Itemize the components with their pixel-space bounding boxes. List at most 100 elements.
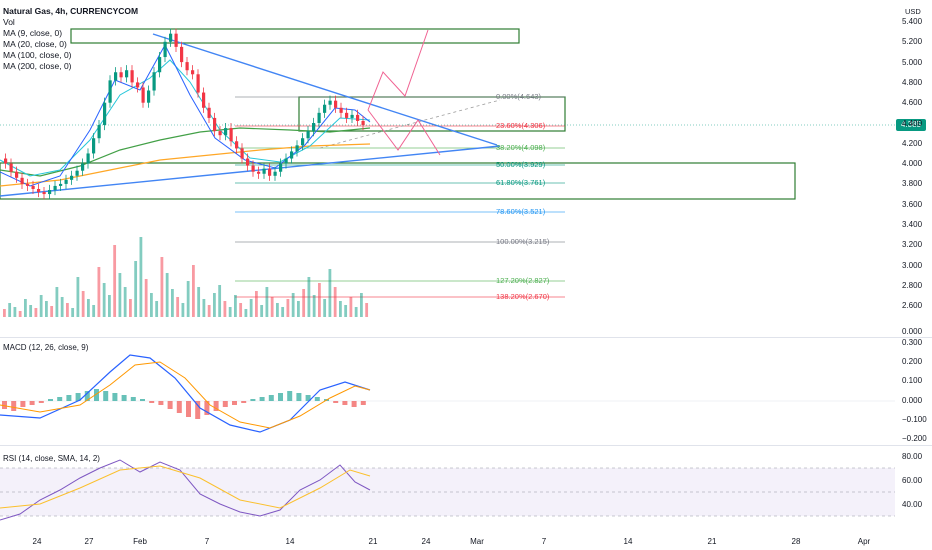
volume-bar [281,307,285,317]
price-tick: 3.200 [902,240,923,250]
macd-histogram-bar [360,401,366,405]
time-tick: 7 [541,537,547,546]
macd-histogram-bar [84,391,90,401]
macd-histogram-bar [112,393,118,401]
macd-histogram-bar [11,401,17,411]
macd-histogram-bar [2,401,7,409]
volume-bar [29,305,33,317]
time-tick: 14 [623,537,633,546]
macd-legend[interactable]: MACD (12, 26, close, 9) [3,343,89,352]
candle-body [42,192,46,195]
volume-bar [360,293,363,317]
macd-histogram-bar [29,401,35,405]
volume-bar [244,309,248,317]
volume-bar [302,289,306,317]
candle-body [141,87,145,103]
volume-bar [97,267,101,317]
candle-body [169,33,173,42]
volume-bar [34,308,38,317]
price-tick: 5.400 [902,17,923,26]
volume-bar [155,301,159,317]
candle-body [20,177,24,184]
candle-body [251,165,255,172]
macd-histogram-bar [222,401,228,407]
price-tick: 5.200 [902,37,923,47]
macd-histogram-bar [176,401,182,413]
volume-bar [307,277,311,317]
volume-bar [144,279,148,317]
volume-bar [176,297,180,317]
volume-bar [260,305,264,317]
time-tick: 21 [707,537,717,546]
volume-bar [255,291,258,317]
volume-bar [3,309,6,317]
top-zone-box [70,28,520,44]
volume-bar [160,257,164,317]
volume-bar [108,295,111,317]
price-tick: 2.600 [902,301,923,311]
volume-legend[interactable]: Vol [3,17,15,27]
candle-body [273,171,277,176]
volume-bar [186,281,190,317]
macd-histogram-bar [75,393,81,401]
pane-separator-rsi[interactable] [0,445,932,446]
volume-bar [291,293,295,317]
fib-level-label: 0.00%(4.643) [496,92,542,101]
macd-histogram-bar [66,395,72,401]
current-price-tag: 4.385 [896,119,926,131]
rsi-legend[interactable]: RSI (14, close, SMA, 14, 2) [3,454,100,463]
candle-body [218,131,222,136]
symbol-title[interactable]: Natural Gas, 4h, CURRENCYCOM [3,6,139,16]
volume-bar [234,295,237,317]
candle-body [317,112,321,123]
volume-bar [328,269,332,317]
fib-level-label: 23.60%(4.306) [496,121,546,130]
ma20-line [0,59,371,177]
volume-bar [270,297,274,317]
volume-bar [87,299,90,317]
ascending-trendline [0,145,501,197]
price-tick: 4.000 [902,159,923,169]
macd-histogram-bar [38,401,44,403]
rsi-tick: 80.00 [902,452,923,461]
price-tick: 3.800 [902,179,923,189]
macd-histogram-bar [314,397,320,401]
candle-body [108,80,112,103]
candle-body [334,100,338,108]
price-tick: 2.800 [902,280,923,290]
ma9-legend[interactable]: MA (9, close, 0) [3,28,63,38]
volume-tick: 0.000 [902,327,923,336]
pane-separator-macd[interactable] [0,337,932,338]
ma20-legend[interactable]: MA (20, close, 0) [3,39,67,49]
macd-histogram-bar [121,395,127,401]
volume-bar [13,307,17,317]
projection-dashed-line [319,99,501,149]
macd-histogram-bar [167,401,173,409]
candle-body [191,70,195,75]
volume-bar [223,301,227,317]
candle-body [130,70,134,83]
ma100-legend[interactable]: MA (100, close, 0) [3,50,72,60]
candle-body [37,188,41,193]
volume-bar [171,289,174,317]
ma200-legend[interactable]: MA (200, close, 0) [3,61,72,71]
macd-histogram-bar [57,397,63,401]
macd-histogram-bar [278,393,283,401]
candle-body [328,100,332,105]
price-tick: 3.000 [902,260,923,270]
volume-bar [344,305,348,317]
volume-bar [318,283,321,317]
candle-body [59,183,63,186]
price-tick: 3.400 [902,220,923,229]
rsi-tick: 60.00 [902,476,923,485]
candle-body [202,92,206,108]
candle-body [295,145,299,152]
volume-bar [129,299,132,317]
macd-tick: 0.000 [902,395,923,405]
candle-body [53,185,57,190]
macd-histogram-bar [48,399,53,401]
price-tick: 4.800 [902,77,923,87]
candle-body [240,148,244,159]
candle-body [213,117,217,132]
